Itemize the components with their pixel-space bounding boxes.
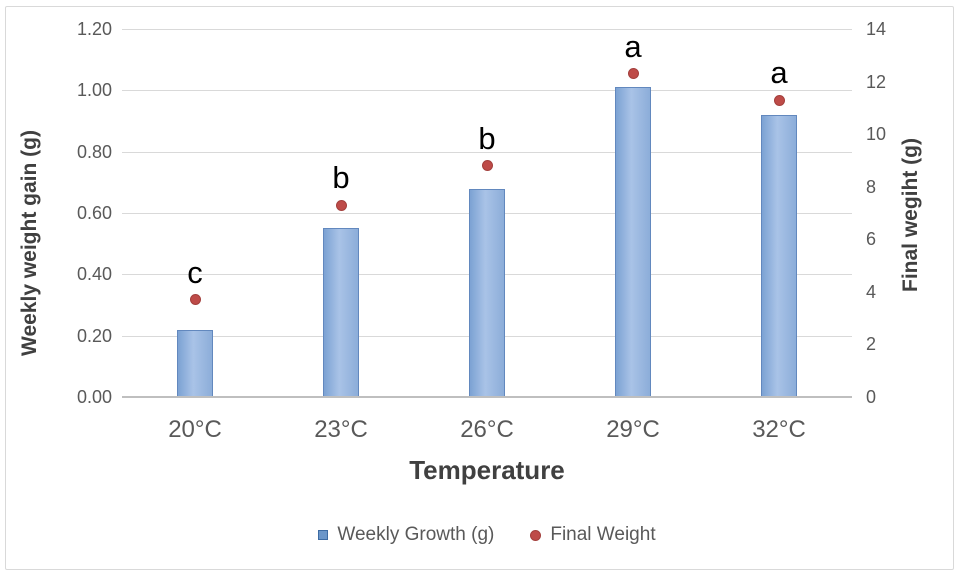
- x-axis-line: [122, 396, 852, 398]
- legend-label: Weekly Growth (g): [337, 524, 495, 545]
- bar-weekly-growth: [761, 114, 797, 397]
- right-axis-tick-label: 2: [866, 334, 877, 355]
- right-axis-tick-label: 8: [866, 176, 877, 197]
- dot-final-weight: [773, 94, 785, 106]
- left-axis-tick-label: 0.60: [76, 203, 112, 223]
- gridline: [122, 90, 852, 92]
- legend-item: Final Weight: [530, 524, 656, 546]
- significance-letter: a: [624, 28, 642, 64]
- x-axis-category-label: 32°C: [752, 416, 806, 443]
- significance-letter: b: [332, 160, 350, 196]
- bar-weekly-growth: [177, 329, 213, 397]
- significance-letter: b: [478, 120, 496, 156]
- right-axis-tick-label: 6: [866, 229, 877, 250]
- legend-square-marker-icon: [318, 530, 329, 540]
- dot-final-weight: [481, 160, 493, 172]
- right-axis-tick-label: 0: [866, 387, 877, 407]
- bar-weekly-growth: [323, 228, 359, 397]
- left-axis-tick-label: 0.80: [76, 141, 112, 162]
- significance-letter: a: [770, 55, 788, 90]
- significance-letter: c: [187, 254, 203, 290]
- legend-circle-marker-icon: [530, 529, 542, 541]
- left-axis-tick-label: 0.00: [76, 387, 112, 407]
- x-axis-title: Temperature: [409, 455, 565, 485]
- plot-area: c b b a a: [122, 28, 852, 398]
- right-axis-tick-label: 12: [866, 71, 887, 92]
- x-axis-category-label: 29°C: [606, 416, 660, 443]
- right-axis-title: Final wegiht (g): [899, 138, 922, 292]
- right-axis-tick-label: 10: [866, 124, 887, 145]
- right-axis-tick-label: 4: [866, 281, 877, 302]
- left-axis-tick-label: 1.00: [76, 80, 112, 101]
- dot-final-weight: [627, 68, 639, 80]
- left-axis-tick-label: 0.40: [76, 264, 112, 285]
- gridline: [122, 151, 852, 153]
- bar-weekly-growth: [615, 87, 651, 397]
- dot-final-weight: [335, 199, 347, 211]
- legend: Weekly Growth (g) Final Weight: [122, 521, 852, 549]
- legend-item: Weekly Growth (g): [318, 524, 494, 546]
- legend-label: Final Weight: [550, 524, 656, 545]
- x-axis-category-label: 23°C: [314, 416, 368, 443]
- gridline: [122, 29, 852, 30]
- left-axis-tick-label: 1.20: [76, 19, 112, 39]
- left-axis-title: Weekly weight gain (g): [18, 130, 41, 356]
- x-axis-category-label: 26°C: [460, 416, 514, 443]
- right-axis-tick-label: 14: [866, 19, 887, 39]
- left-axis-tick-label: 0.20: [76, 325, 112, 346]
- x-axis-category-label: 20°C: [168, 416, 222, 443]
- bar-weekly-growth: [469, 188, 505, 397]
- dot-final-weight: [189, 294, 201, 306]
